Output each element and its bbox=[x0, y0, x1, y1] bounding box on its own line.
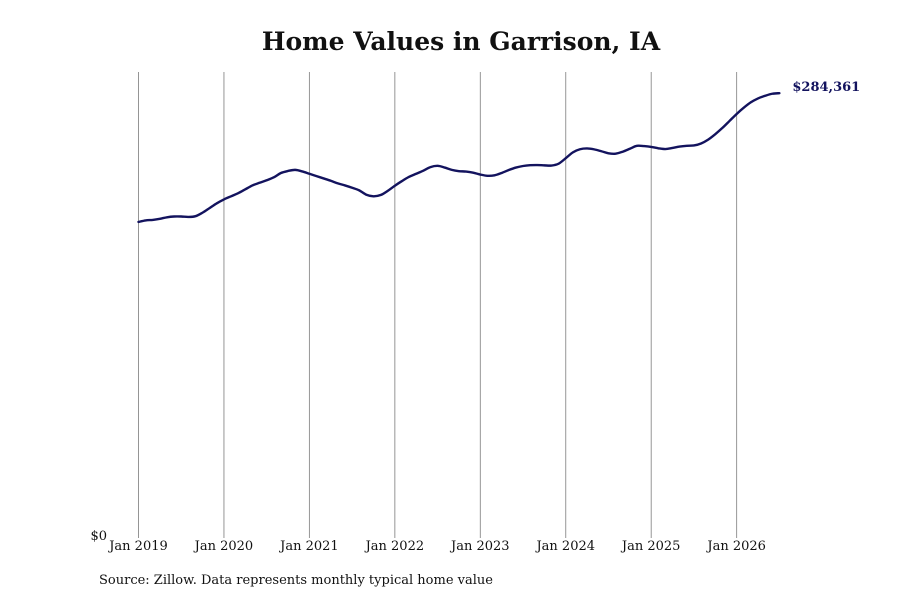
x-axis-tick-labels: Jan 2019 Jan 2020 Jan 2021 Jan 2022 Jan 2023… bbox=[107, 539, 766, 554]
series-line-0 bbox=[137, 91, 781, 224]
series-layer bbox=[137, 91, 781, 224]
x-tick-label: Jan 2021 bbox=[278, 539, 339, 554]
x-tick-label: Jan 2023 bbox=[449, 539, 510, 554]
source-note: Source: Zillow. Data represents monthly … bbox=[99, 573, 493, 588]
vertical-gridlines bbox=[138, 72, 738, 538]
x-tick-label: Jan 2019 bbox=[107, 539, 168, 554]
x-tick-label: Jan 2024 bbox=[534, 539, 595, 554]
y-axis-tick-labels: $0 bbox=[90, 529, 107, 544]
label-layer: $284,361 bbox=[792, 80, 860, 95]
chart-title: Home Values in Garrison, IA bbox=[261, 27, 661, 56]
x-tick-label: Jan 2025 bbox=[620, 539, 681, 554]
end-value-label: $284,361 bbox=[792, 80, 860, 95]
x-tick-label: Jan 2020 bbox=[193, 539, 254, 554]
x-tick-label: Jan 2026 bbox=[705, 539, 766, 554]
x-tick-label: Jan 2022 bbox=[364, 539, 425, 554]
y-tick-label: $0 bbox=[90, 529, 107, 544]
